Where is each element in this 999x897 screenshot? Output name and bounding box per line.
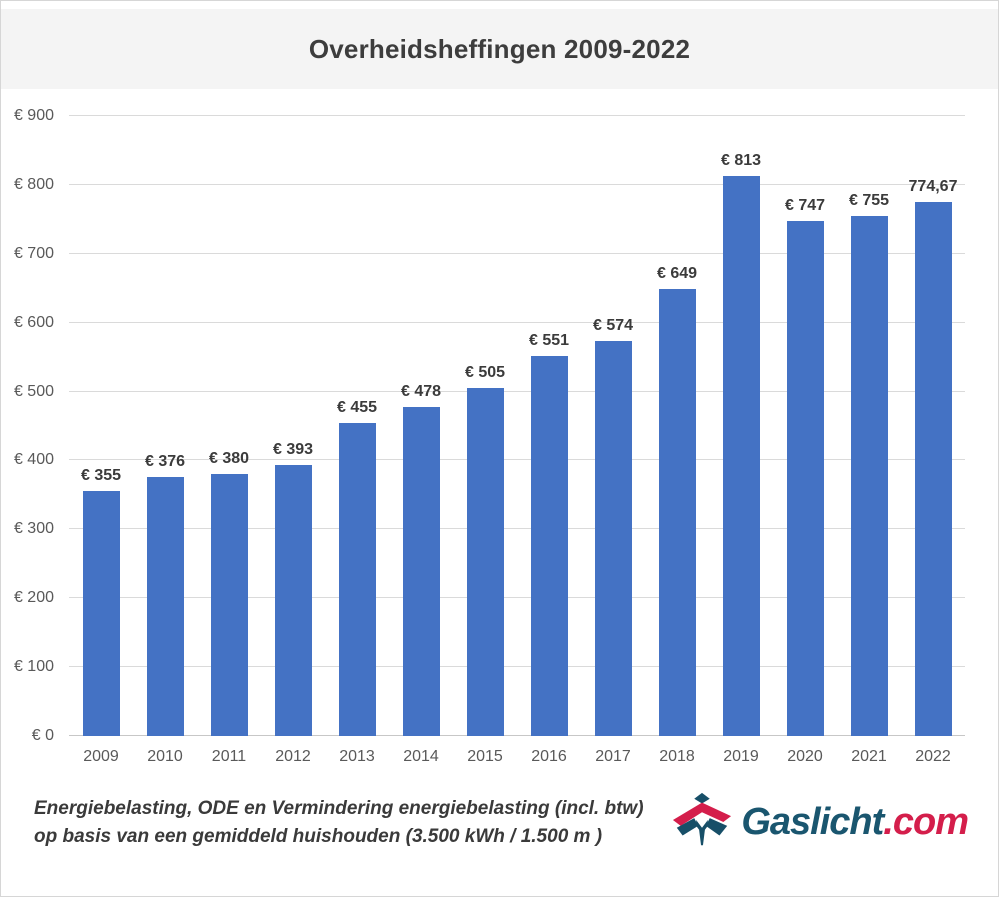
gridline-300 (69, 528, 965, 530)
gaslicht-logo: Gaslicht.com (671, 792, 969, 853)
bar-2012 (274, 465, 312, 736)
logo-text: Gaslicht.com (741, 801, 969, 844)
x-axis: 2009 2010 2011 2012 2013 2014 2015 2016 2017 2018… (69, 748, 965, 766)
bar-value-label-2009: € 355 (80, 467, 122, 485)
gridline-700 (69, 252, 965, 254)
gridline-800 (69, 183, 965, 185)
chart-title: Overheidsheffingen 2009-2022 (308, 33, 691, 64)
bars-row: € 355 € 376 € 380 € 393 € 455 € 478 € 505 € 551… (69, 116, 965, 736)
bar-2010 (146, 476, 184, 736)
y-tick-label-600: € 600 (13, 313, 54, 331)
x-tick-label-2013: 2013 (339, 748, 375, 765)
bar-value-label-2021: € 755 (848, 191, 890, 209)
bar-2019 (722, 175, 760, 736)
x-tick-label-2017: 2017 (595, 748, 631, 765)
footnote: Energiebelasting, ODE en Vermindering en… (34, 795, 644, 851)
x-tick-label-2018: 2018 (659, 748, 695, 765)
gridline-400 (69, 459, 965, 461)
x-tick-label-2020: 2020 (787, 748, 823, 765)
y-axis: € 0 € 100 € 200 € 300 € 400 € 500 € 600 € 700 € … (1, 107, 69, 744)
x-tick-label-2015: 2015 (467, 748, 503, 765)
x-tick-label-2014: 2014 (403, 748, 439, 765)
bar-value-label-2017: € 574 (592, 316, 634, 334)
chart: € 0 € 100 € 200 € 300 € 400 € 500 € 600 € 700 € … (1, 107, 998, 744)
bar-value-label-2015: € 505 (464, 364, 506, 382)
bar-2016 (530, 356, 568, 736)
y-tick-label-500: € 500 (13, 382, 54, 400)
x-tick-label-2022: 2022 (915, 748, 951, 765)
y-tick-label-700: € 700 (13, 244, 54, 262)
y-tick-label-100: € 100 (13, 658, 54, 676)
footnote-line-1: Energiebelasting, ODE en Vermindering en… (34, 797, 644, 819)
gaslicht-flame-icon (671, 792, 733, 853)
bar-slot-2015: € 505 (453, 116, 517, 736)
bar-2018 (658, 288, 696, 736)
bar-value-label-2018: € 649 (656, 264, 698, 282)
bar-value-label-2011: € 380 (208, 450, 250, 468)
y-tick-label-900: € 900 (13, 107, 54, 124)
bar-value-label-2020: € 747 (784, 197, 826, 215)
x-tick-label-2009: 2009 (83, 748, 119, 765)
bar-value-label-2012: € 393 (272, 441, 314, 459)
x-tick-label-2021: 2021 (851, 748, 887, 765)
footnote-line-2: op basis van een gemiddeld huishouden (3… (34, 825, 603, 847)
bar-slot-2018: € 649 (645, 116, 709, 736)
y-tick-label-400: € 400 (13, 451, 54, 469)
bar-slot-2013: € 455 (325, 116, 389, 736)
x-tick-label-2010: 2010 (147, 748, 183, 765)
bar-value-label-2022: 774,67 (908, 178, 958, 196)
x-tick-label-2019: 2019 (723, 748, 759, 765)
bar-slot-2019: € 813 (709, 116, 773, 736)
gridline-100 (69, 666, 965, 668)
x-tick-label-2011: 2011 (211, 748, 247, 765)
bar-slot-2021: € 755 (837, 116, 901, 736)
bar-slot-2014: € 478 (389, 116, 453, 736)
logo-brand: Gaslicht (741, 801, 884, 843)
bar-slot-2022: 774,67 (901, 116, 965, 736)
y-tick-label-200: € 200 (13, 589, 54, 607)
bar-slot-2009: € 355 (69, 116, 133, 736)
y-tick-label-300: € 300 (13, 520, 54, 538)
gridline-900 (69, 115, 965, 116)
bar-slot-2016: € 551 (517, 116, 581, 736)
bar-2021 (850, 215, 888, 736)
bar-value-label-2019: € 813 (720, 151, 762, 169)
gridline-200 (69, 597, 965, 599)
y-tick-label-800: € 800 (13, 175, 54, 193)
bar-slot-2010: € 376 (133, 116, 197, 736)
x-tick-label-2016: 2016 (531, 748, 567, 765)
bar-2020 (786, 221, 824, 736)
bar-2015 (466, 388, 504, 736)
y-tick-label-0: € 0 (31, 727, 54, 744)
bar-value-label-2013: € 455 (336, 398, 378, 416)
bar-slot-2020: € 747 (773, 116, 837, 736)
bar-2009 (82, 491, 120, 736)
footer: Energiebelasting, ODE en Vermindering en… (34, 792, 969, 853)
gridline-0 (69, 735, 965, 736)
chart-title-bar: Overheidsheffingen 2009-2022 (1, 9, 998, 89)
bar-slot-2012: € 393 (261, 116, 325, 736)
gridline-500 (69, 390, 965, 392)
bar-2013 (338, 422, 376, 736)
x-tick-label-2012: 2012 (275, 748, 311, 765)
bar-slot-2011: € 380 (197, 116, 261, 736)
bar-2017 (594, 340, 632, 736)
bar-slot-2017: € 574 (581, 116, 645, 736)
bar-value-label-2010: € 376 (144, 452, 186, 470)
bar-2022 (914, 202, 952, 736)
gridline-600 (69, 321, 965, 323)
plot-area: € 355 € 376 € 380 € 393 € 455 € 478 € 505 € 551… (69, 115, 965, 736)
bar-value-label-2014: € 478 (400, 382, 442, 400)
bar-value-label-2016: € 551 (528, 332, 570, 350)
bar-2014 (402, 406, 440, 736)
logo-suffix: .com (883, 801, 969, 843)
bar-2011 (210, 474, 248, 736)
